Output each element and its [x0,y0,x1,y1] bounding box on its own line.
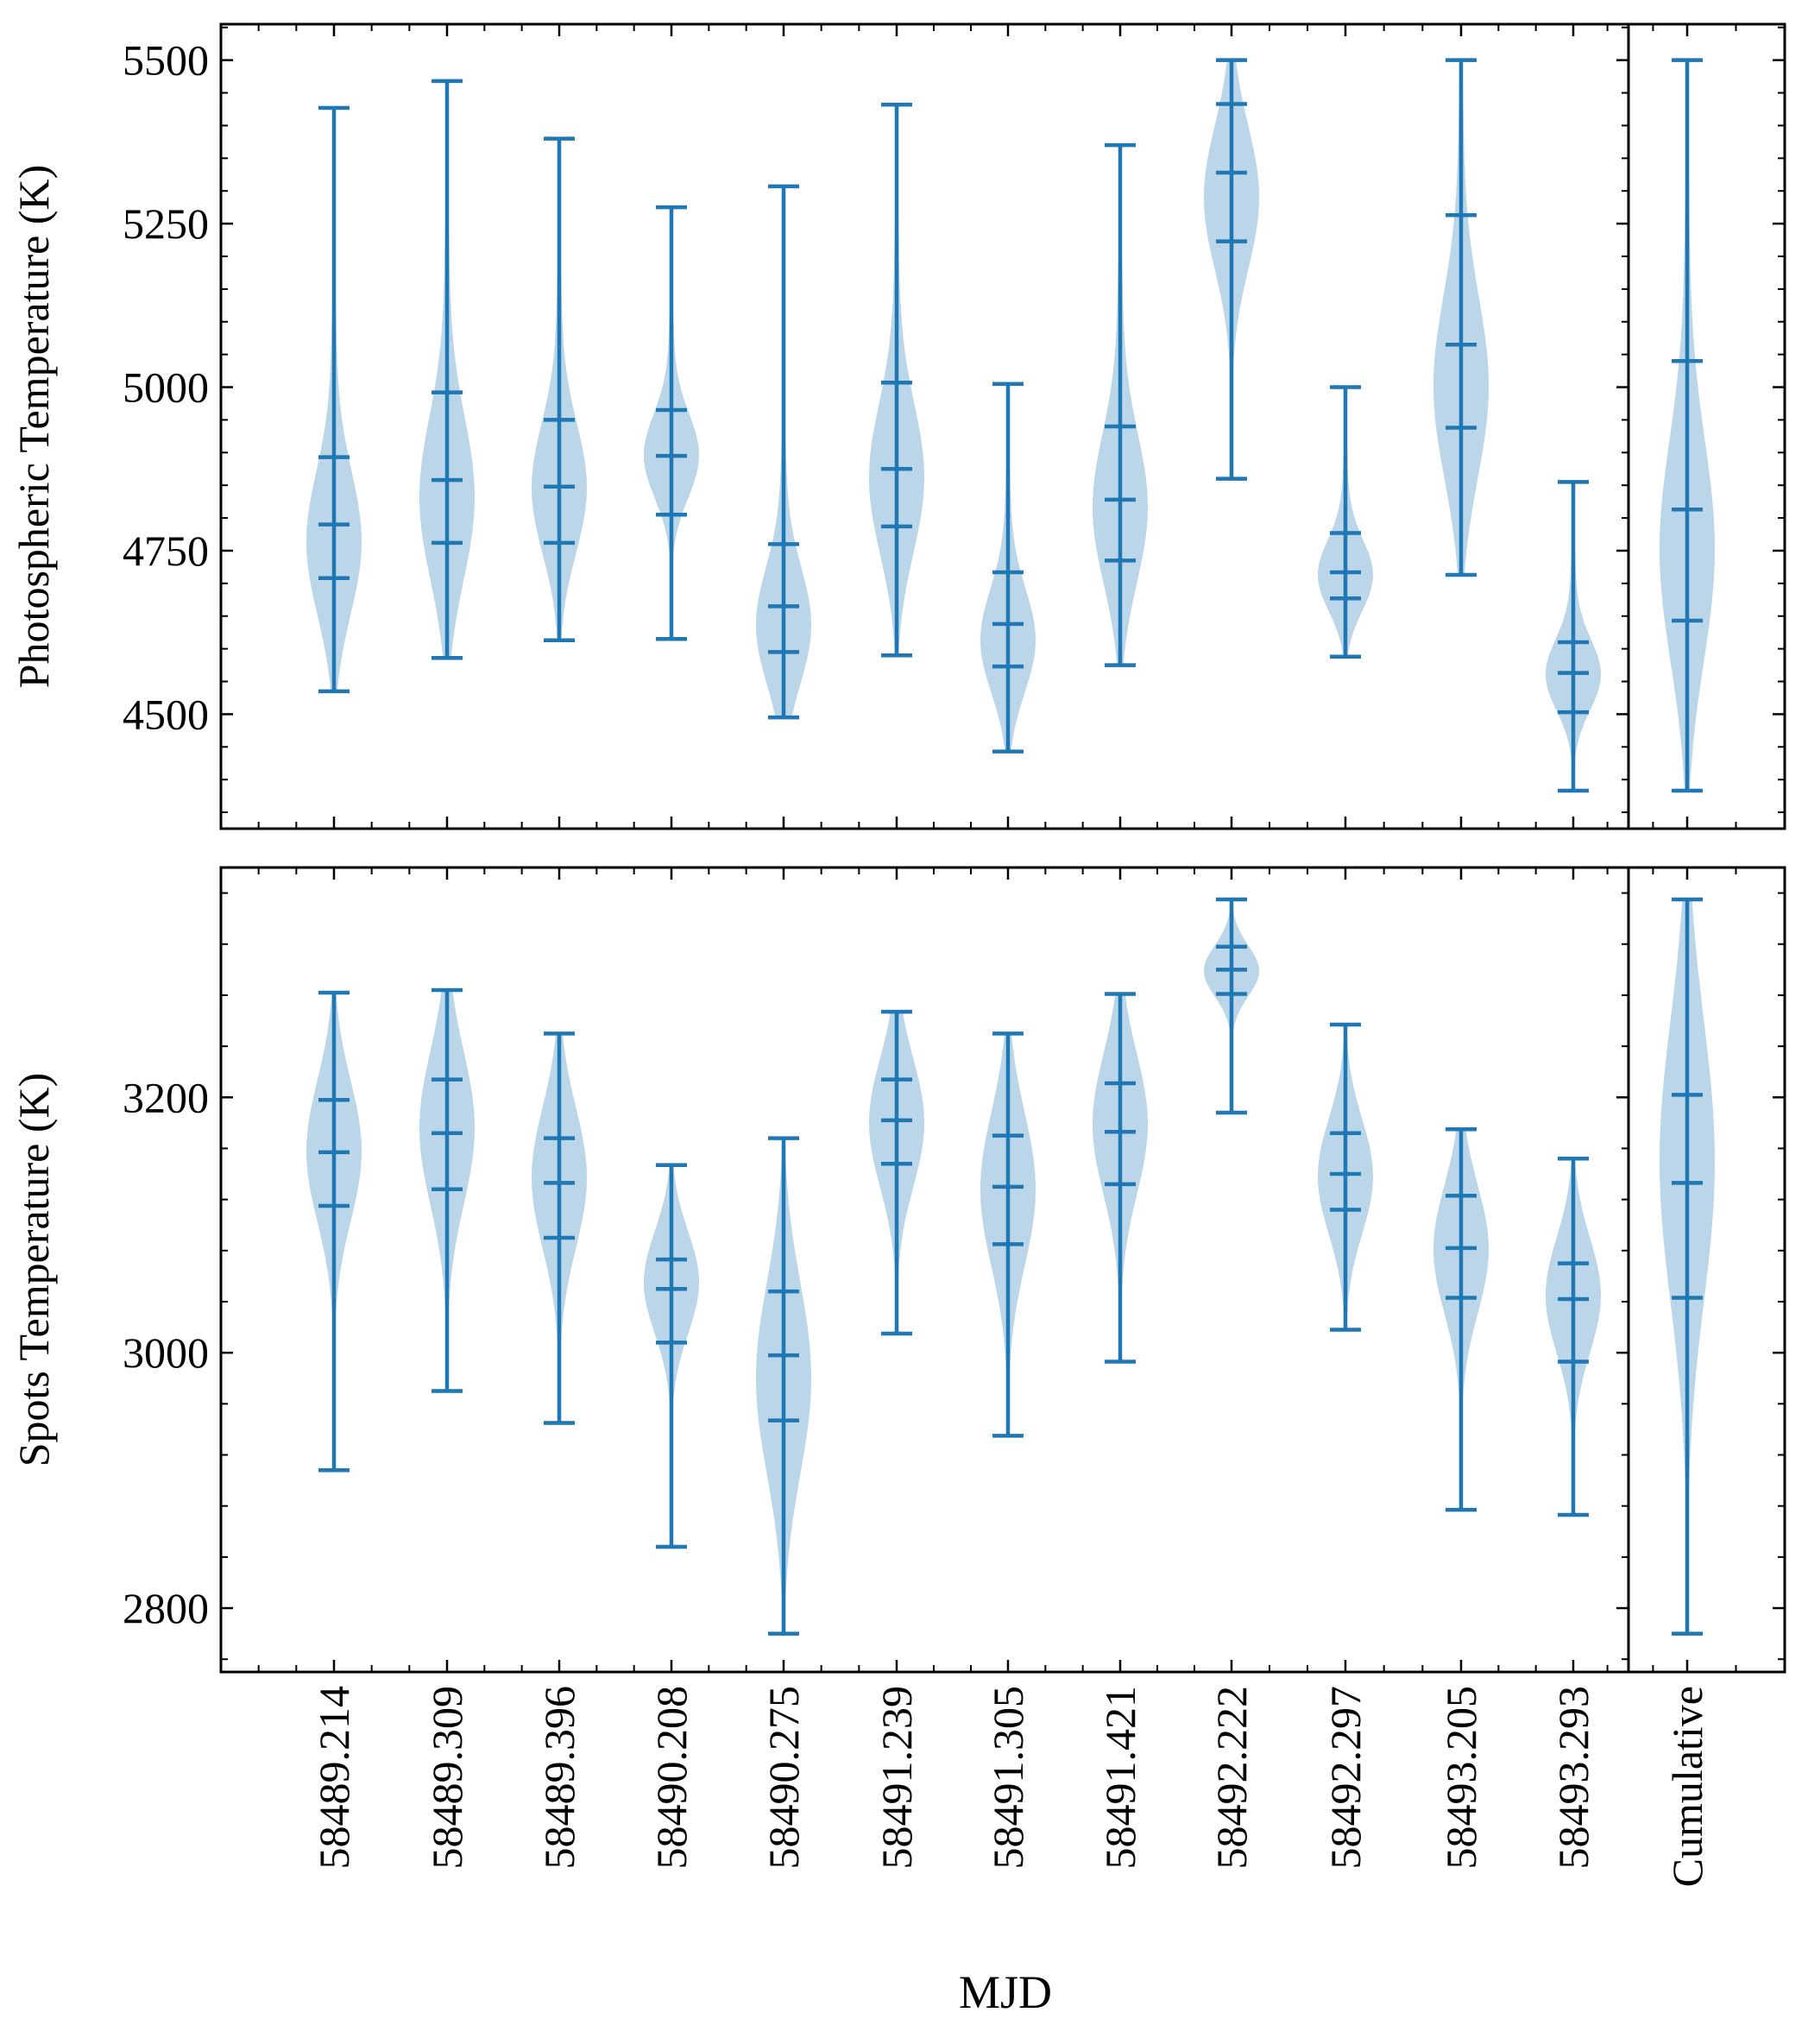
photospheric-violin [869,102,924,658]
photospheric-y-tick-label: 5250 [123,199,209,248]
photospheric-violins [306,58,1715,793]
photospheric-violin [980,382,1036,754]
spots-y-tick-label: 3000 [123,1328,209,1377]
spots-temperature-panel: 2800 3000 3200 Spots Temperature (K) [9,866,1786,1674]
photospheric-violin [306,105,362,694]
spots-violin [1546,1157,1601,1517]
x-tick-label: 58493.205 [1437,1686,1485,1870]
photospheric-y-tick-label: 5000 [123,363,209,412]
spots-cumulative-frame [1627,866,1786,1674]
x-tick-label: 58492.222 [1207,1686,1256,1870]
spots-violin [532,1031,587,1425]
x-axis-label: MJD [959,1966,1052,2018]
photospheric-violin [1204,58,1259,481]
x-tick-label: Cumulative [1663,1686,1711,1887]
photospheric-violin [644,205,699,641]
photospheric-violin [1546,480,1601,793]
photospheric-y-tick-label: 4750 [123,527,209,575]
x-tick-label: 58491.239 [873,1686,921,1870]
photospheric-cumulative-frame [1627,22,1786,830]
spots-violin [756,1136,811,1636]
spots-violin [869,1009,924,1336]
spots-violin [980,1031,1036,1438]
spots-violin [1433,1127,1489,1512]
x-tick-label: 58493.293 [1549,1686,1597,1870]
photospheric-violin [1093,142,1148,667]
photospheric-violin [1318,385,1373,659]
photospheric-temperature-panel: 4500 4750 5000 5250 5500 Photospheric Temper… [9,22,1786,830]
photospheric-violin [532,136,587,643]
x-tick-label: 58491.305 [984,1686,1032,1870]
photospheric-y-axis-label: Photospheric Temperature (K) [9,165,58,689]
x-tick-label: 58489.214 [310,1686,358,1870]
spots-violin [306,990,362,1473]
spots-violins [306,897,1715,1636]
photospheric-y-tick-label: 4500 [123,690,209,738]
photospheric-violin [419,79,475,660]
photospheric-violin [1660,58,1715,793]
spots-violin [1318,1022,1373,1332]
x-tick-label: 58489.396 [535,1686,583,1870]
spots-violin [644,1163,699,1549]
x-tick-label: 58491.421 [1096,1686,1144,1870]
x-tick-label: 58490.275 [759,1686,808,1870]
spots-violin [419,987,475,1393]
spots-violin [1093,992,1148,1364]
spots-y-axis-label: Spots Temperature (K) [9,1073,58,1467]
x-tick-labels: 58489.214 58489.309 58489.396 58490.208 5849… [310,1686,1711,1887]
x-tick-label: 58492.297 [1321,1686,1370,1870]
x-tick-label: 58489.309 [423,1686,471,1870]
photospheric-violin [1433,58,1489,577]
spots-axis-ticks: 2800 3000 3200 [123,867,1785,1672]
spots-violin [1204,897,1259,1115]
spots-y-tick-label: 2800 [123,1584,209,1632]
spots-violin [1660,897,1715,1636]
x-tick-label: 58490.208 [647,1686,696,1870]
spots-y-tick-label: 3200 [123,1073,209,1121]
photospheric-violin [756,184,811,720]
photospheric-y-tick-label: 5500 [123,36,209,85]
